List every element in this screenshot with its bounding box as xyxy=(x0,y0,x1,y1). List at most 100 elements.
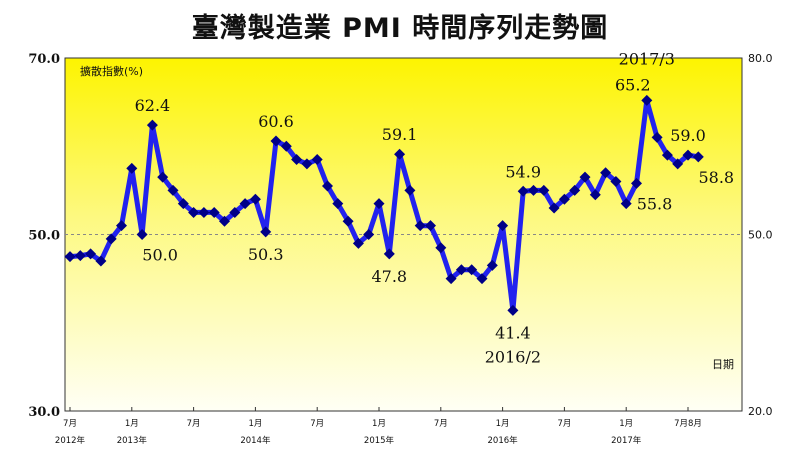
data-label: 41.4 xyxy=(495,323,531,342)
data-label: 55.8 xyxy=(637,194,673,213)
x-tick-month: 7月 xyxy=(557,419,571,429)
right-axis-tick-label: 20.0 xyxy=(748,405,773,418)
data-label: 50.0 xyxy=(142,246,178,265)
date-axis-label: 日期 xyxy=(712,358,734,371)
data-label: 50.3 xyxy=(248,245,284,264)
data-point xyxy=(332,198,344,210)
data-label: 60.6 xyxy=(258,112,294,131)
data-label: 65.2 xyxy=(615,75,651,94)
x-tick-month: 1月 xyxy=(496,419,510,429)
x-tick-month: 7月 xyxy=(310,419,324,429)
x-tick-month: 7月8月 xyxy=(674,419,702,429)
data-point xyxy=(528,184,539,196)
data-label: 54.9 xyxy=(505,162,541,181)
data-point xyxy=(517,185,529,197)
data-label: 2017/3 xyxy=(619,49,675,68)
data-point xyxy=(558,193,570,205)
data-point xyxy=(239,198,251,210)
data-point xyxy=(651,131,663,143)
x-tick-year: 2013年 xyxy=(117,435,148,446)
x-tick-year: 2017年 xyxy=(611,435,642,446)
right-axis-tick-label: 80.0 xyxy=(748,52,773,65)
data-point xyxy=(661,149,673,161)
data-point xyxy=(631,177,642,189)
data-point xyxy=(219,215,230,227)
data-point xyxy=(600,167,612,179)
data-point xyxy=(692,151,704,163)
x-tick-year: 2015年 xyxy=(364,435,395,446)
data-point xyxy=(610,176,622,188)
data-point xyxy=(445,273,457,285)
x-tick-month: 7月 xyxy=(63,419,77,429)
left-axis-tick-label: 70.0 xyxy=(28,52,60,67)
data-point xyxy=(167,184,179,196)
data-label: 62.4 xyxy=(135,96,171,115)
data-point xyxy=(476,273,488,285)
data-point xyxy=(157,171,169,183)
data-point xyxy=(74,250,86,262)
series-label: 擴散指數(%) xyxy=(80,64,143,78)
data-point xyxy=(301,158,313,170)
data-label: 59.1 xyxy=(382,125,418,144)
x-tick-year: 2012年 xyxy=(55,435,86,446)
data-point xyxy=(538,184,550,196)
data-label: 2016/2 xyxy=(485,347,541,366)
data-point xyxy=(414,220,426,232)
data-point xyxy=(383,248,395,260)
x-tick-month: 1月 xyxy=(619,419,633,429)
x-tick-month: 7月 xyxy=(187,419,201,429)
data-point xyxy=(64,251,76,263)
data-point xyxy=(548,202,560,214)
data-point xyxy=(260,226,272,238)
data-label: 47.8 xyxy=(371,267,407,286)
chart-title: 臺灣製造業 PMI 時間序列走勢圖 xyxy=(191,13,609,44)
x-tick-month: 7月 xyxy=(434,419,448,429)
data-point xyxy=(322,180,333,192)
right-axis-tick-label: 50.0 xyxy=(748,229,773,242)
data-point xyxy=(342,215,354,227)
data-point xyxy=(249,193,261,205)
data-label: 59.0 xyxy=(670,126,706,145)
data-point xyxy=(672,158,684,170)
x-tick-month: 1月 xyxy=(372,419,386,429)
data-point xyxy=(579,171,591,183)
data-point xyxy=(146,119,158,131)
data-point xyxy=(641,94,653,106)
data-point xyxy=(486,259,498,271)
data-point xyxy=(177,198,189,210)
data-point xyxy=(425,220,436,232)
left-axis-tick-label: 50.0 xyxy=(28,229,60,244)
data-point xyxy=(620,198,632,210)
data-point xyxy=(507,304,519,316)
data-point xyxy=(270,135,282,147)
data-point xyxy=(229,206,241,218)
data-label: 58.8 xyxy=(698,168,734,187)
data-point xyxy=(85,248,97,260)
data-point xyxy=(126,162,138,174)
data-point xyxy=(589,189,601,201)
data-point xyxy=(466,264,478,276)
data-point xyxy=(682,149,694,161)
data-point xyxy=(280,140,292,152)
x-tick-month: 1月 xyxy=(248,419,262,429)
x-tick-year: 2016年 xyxy=(488,435,519,446)
data-point xyxy=(569,184,581,196)
data-point xyxy=(95,255,107,267)
x-tick-year: 2014年 xyxy=(240,435,271,446)
data-point xyxy=(116,220,127,232)
data-point xyxy=(435,242,447,254)
data-point xyxy=(497,220,509,232)
data-point xyxy=(208,206,220,218)
data-point xyxy=(455,264,467,276)
left-axis-tick-label: 30.0 xyxy=(28,405,60,420)
x-tick-month: 1月 xyxy=(125,419,139,429)
data-point xyxy=(404,184,416,196)
data-point xyxy=(373,198,385,210)
data-point xyxy=(188,206,200,218)
data-point xyxy=(352,237,364,249)
data-point xyxy=(291,153,303,165)
data-point xyxy=(136,229,148,240)
data-point xyxy=(198,206,210,218)
data-point xyxy=(363,229,375,240)
